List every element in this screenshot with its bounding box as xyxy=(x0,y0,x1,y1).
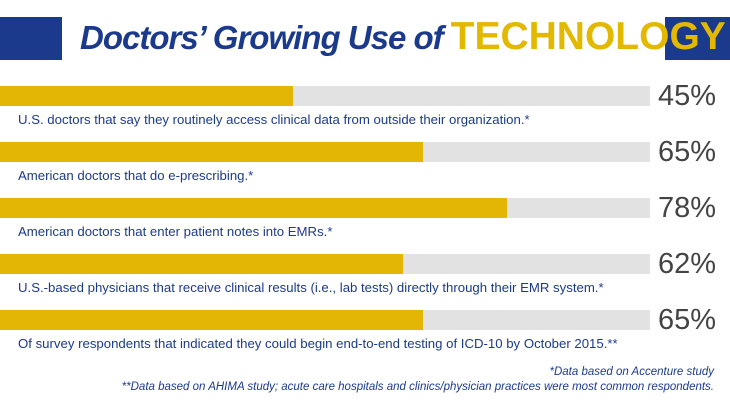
bar-fill xyxy=(0,142,423,162)
bar-track xyxy=(0,198,650,218)
bar-track xyxy=(0,310,650,330)
bar-category-label: U.S.-based physicians that receive clini… xyxy=(18,280,604,295)
bar-value-label: 45% xyxy=(658,80,717,112)
bar-fill xyxy=(0,86,293,106)
bar-row: 45% U.S. doctors that say they routinely … xyxy=(0,80,730,142)
bar-fill xyxy=(0,310,423,330)
bar-track xyxy=(0,142,650,162)
bar-fill xyxy=(0,254,403,274)
bar-category-label: American doctors that enter patient note… xyxy=(18,224,333,239)
bar-value-label: 65% xyxy=(658,304,717,336)
title-band-left xyxy=(0,17,62,60)
footnote-accenture: *Data based on Accenture study xyxy=(549,366,714,378)
bar-value-label: 65% xyxy=(658,136,717,168)
bar-row: 65% American doctors that do e-prescribin… xyxy=(0,136,730,198)
title-band-right xyxy=(665,17,730,60)
bar-row: 62% U.S.-based physicians that receive cl… xyxy=(0,248,730,310)
bar-category-label: Of survey respondents that indicated the… xyxy=(18,336,618,351)
bar-track xyxy=(0,86,650,106)
bar-track xyxy=(0,254,650,274)
bar-fill xyxy=(0,198,507,218)
bar-category-label: U.S. doctors that say they routinely acc… xyxy=(18,112,530,127)
bar-value-label: 78% xyxy=(658,192,717,224)
chart-title: Doctors’ Growing Use of TECHNOLOGY xyxy=(80,8,726,66)
bar-row: 65% Of survey respondents that indicated … xyxy=(0,304,730,366)
bar-value-label: 62% xyxy=(658,248,717,280)
title-accent: TECHNOLOGY xyxy=(450,15,726,58)
footnote-ahima: **Data based on AHIMA study; acute care … xyxy=(121,381,714,393)
title-main: Doctors’ Growing Use of xyxy=(80,19,444,56)
bar-category-label: American doctors that do e-prescribing.* xyxy=(18,168,254,183)
bar-row: 78% American doctors that enter patient n… xyxy=(0,192,730,254)
